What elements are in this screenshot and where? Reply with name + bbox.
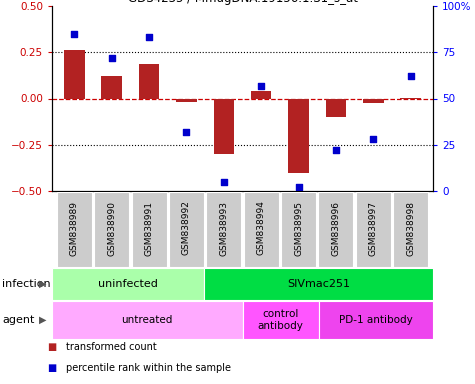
Bar xyxy=(57,192,92,267)
Bar xyxy=(214,99,234,154)
Text: ▶: ▶ xyxy=(39,279,46,289)
Text: GSM838992: GSM838992 xyxy=(182,200,191,255)
Bar xyxy=(132,192,167,267)
Bar xyxy=(176,99,197,102)
Point xyxy=(71,31,78,37)
Bar xyxy=(243,301,319,339)
Text: GSM838989: GSM838989 xyxy=(70,200,79,255)
Point xyxy=(370,136,377,142)
Title: GDS4235 / MmugDNA.19156.1.S1_s_at: GDS4235 / MmugDNA.19156.1.S1_s_at xyxy=(127,0,358,5)
Bar xyxy=(363,99,383,103)
Bar xyxy=(288,99,309,172)
Bar xyxy=(139,64,160,99)
Text: control
antibody: control antibody xyxy=(257,309,304,331)
Bar xyxy=(281,192,316,267)
Bar xyxy=(244,192,279,267)
Bar xyxy=(319,301,433,339)
Bar xyxy=(102,76,122,99)
Bar xyxy=(318,192,353,267)
Point xyxy=(332,147,340,153)
Point xyxy=(183,129,190,135)
Bar xyxy=(64,50,85,99)
Text: GSM838991: GSM838991 xyxy=(144,200,153,255)
Point xyxy=(407,73,414,79)
Bar xyxy=(325,99,346,117)
Text: uninfected: uninfected xyxy=(98,279,158,289)
Text: GSM838993: GSM838993 xyxy=(219,200,228,255)
Text: GSM838998: GSM838998 xyxy=(406,200,415,255)
Bar xyxy=(204,268,433,300)
Text: GSM838990: GSM838990 xyxy=(107,200,116,255)
Bar xyxy=(393,192,428,267)
Text: ▶: ▶ xyxy=(39,315,46,325)
Text: infection: infection xyxy=(2,279,51,289)
Text: transformed count: transformed count xyxy=(66,342,157,352)
Bar xyxy=(169,192,204,267)
Point xyxy=(220,179,228,185)
Point xyxy=(145,35,153,41)
Bar xyxy=(52,268,204,300)
Bar xyxy=(400,98,421,99)
Text: percentile rank within the sample: percentile rank within the sample xyxy=(66,363,231,373)
Text: GSM838994: GSM838994 xyxy=(256,200,266,255)
Text: agent: agent xyxy=(2,315,35,325)
Point xyxy=(294,184,302,190)
Text: ■: ■ xyxy=(48,342,57,352)
Point xyxy=(108,55,115,61)
Text: GSM838997: GSM838997 xyxy=(369,200,378,255)
Text: SIVmac251: SIVmac251 xyxy=(287,279,350,289)
Bar xyxy=(356,192,391,267)
Bar xyxy=(52,301,243,339)
Bar xyxy=(94,192,129,267)
Bar xyxy=(251,91,271,99)
Text: ■: ■ xyxy=(48,363,57,373)
Text: GSM838996: GSM838996 xyxy=(332,200,341,255)
Text: PD-1 antibody: PD-1 antibody xyxy=(339,315,413,325)
Text: GSM838995: GSM838995 xyxy=(294,200,303,255)
Text: untreated: untreated xyxy=(122,315,173,325)
Point xyxy=(257,83,265,89)
Bar xyxy=(206,192,241,267)
